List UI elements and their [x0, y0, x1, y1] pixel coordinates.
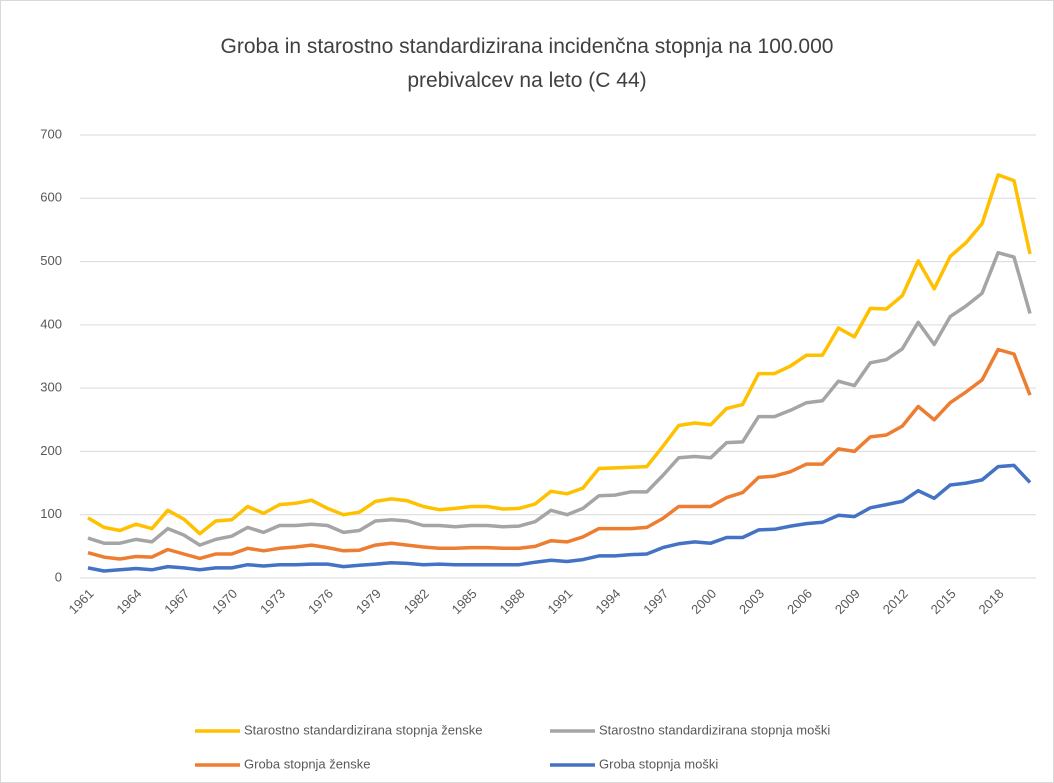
y-tick-label: 100: [40, 506, 62, 521]
chart-title: Groba in starostno standardizirana incid…: [221, 35, 834, 92]
y-tick-label: 500: [40, 253, 62, 268]
y-tick-label: 400: [40, 316, 62, 331]
data-line: [87, 173, 1032, 536]
y-tick-label: 300: [40, 380, 62, 395]
y-tick-label: 700: [40, 126, 62, 141]
data-line: [87, 463, 1032, 573]
y-tick-label: 200: [40, 443, 62, 458]
legend-label: Groba stopnja moški: [599, 756, 718, 771]
y-tick-label: 600: [40, 190, 62, 205]
data-line: [87, 347, 1032, 561]
legend-label: Starostno standardizirana stopnja moški: [599, 722, 830, 737]
y-tick-label: 0: [55, 569, 62, 584]
title-line: Groba in starostno standardizirana incid…: [221, 35, 834, 58]
legend-label: Groba stopnja ženske: [244, 756, 370, 771]
legend-label: Starostno standardizirana stopnja ženske: [244, 722, 482, 737]
data-line: [87, 250, 1032, 547]
title-line: prebivalcev na leto (C 44): [407, 69, 646, 92]
